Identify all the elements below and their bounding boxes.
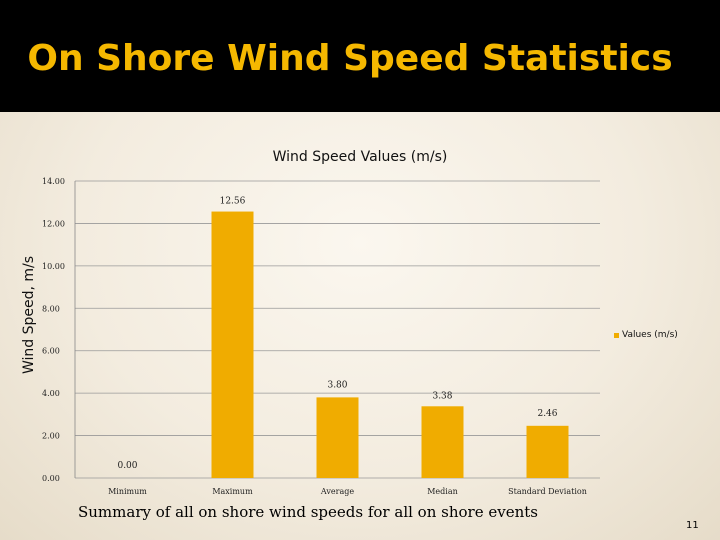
- data-label: 3.80: [327, 380, 347, 390]
- y-tick-label: 8.00: [42, 304, 60, 313]
- data-label: 2.46: [537, 409, 557, 419]
- x-category-label: Maximum: [212, 487, 253, 496]
- bar: [526, 425, 569, 478]
- slide-caption: Summary of all on shore wind speeds for …: [78, 503, 538, 521]
- legend-label: Values (m/s): [622, 330, 678, 340]
- legend: Values (m/s): [614, 330, 678, 340]
- chart-title: Wind Speed Values (m/s): [272, 149, 448, 165]
- y-tick-label: 12.00: [42, 219, 65, 228]
- y-tick-label: 10.00: [42, 262, 65, 271]
- x-category-label: Average: [320, 487, 354, 496]
- data-label: 3.38: [432, 391, 452, 401]
- x-category-label: Standard Deviation: [508, 487, 587, 496]
- page-number: 11: [686, 520, 699, 531]
- x-category-label: Minimum: [108, 487, 147, 496]
- legend-swatch: [614, 332, 619, 338]
- y-tick-label: 4.00: [42, 389, 60, 398]
- y-tick-label: 0.00: [42, 474, 60, 483]
- title-bar: [0, 0, 720, 112]
- x-category-label: Median: [427, 487, 458, 496]
- bar: [316, 397, 359, 478]
- y-tick-label: 2.00: [42, 432, 60, 441]
- data-label: 0.00: [117, 461, 137, 471]
- bar: [211, 211, 254, 478]
- y-tick-label: 6.00: [42, 347, 60, 356]
- bar: [421, 406, 464, 478]
- y-tick-label: 14.00: [42, 177, 65, 186]
- slide-title: On Shore Wind Speed Statistics: [27, 38, 673, 79]
- data-label: 12.56: [220, 197, 246, 207]
